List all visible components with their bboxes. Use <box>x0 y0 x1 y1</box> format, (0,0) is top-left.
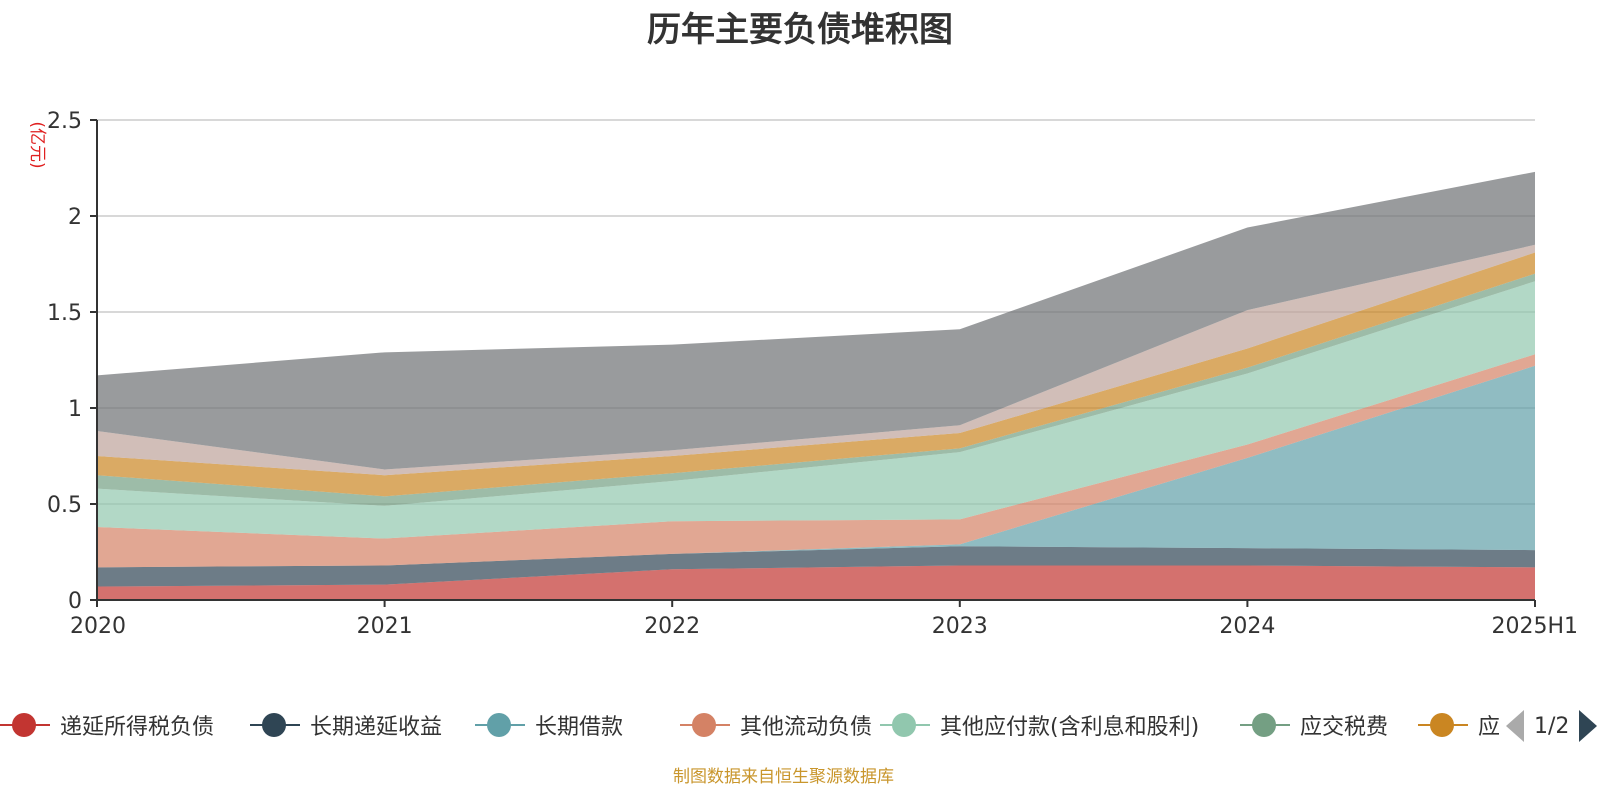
legend-marker-icon <box>1418 712 1468 738</box>
area-series-2 <box>97 365 1535 568</box>
legend-pager: 1/2 <box>1500 706 1600 746</box>
legend-marker-icon <box>475 712 525 738</box>
legend-page-indicator: 1/2 <box>1534 713 1570 739</box>
stacked-area-chart: 0 0.5 1 1.5 2 2.5 2020 2021 2022 2023 2024 2025H1 <box>47 109 1578 639</box>
legend-label: 其他流动负债 <box>740 715 873 740</box>
data-source-note: 制图数据来自恒生聚源数据库 <box>673 767 894 787</box>
area-series-6 <box>97 252 1535 497</box>
legend-marker-icon <box>1240 712 1290 738</box>
y-tick-label-0: 0 <box>68 589 82 614</box>
legend-item-1[interactable]: 长期递延收益 <box>250 700 442 750</box>
x-tick-label-0: 2020 <box>70 614 126 639</box>
legend-marker-icon <box>680 712 730 738</box>
legend: 递延所得税负债 长期递延收益 长期借款 其他流动负债 其他应付款(含利息和股利) 应交税费… <box>0 700 1500 750</box>
area-series-4 <box>97 281 1535 539</box>
x-tick-label-3: 2023 <box>932 614 988 639</box>
legend-label: 递延所得税负债 <box>60 715 215 740</box>
x-tick-label-2: 2022 <box>644 614 700 639</box>
legend-label: 应付账款 <box>1478 715 1500 740</box>
y-tick-label-1: 0.5 <box>47 493 82 518</box>
x-tick-label-4: 2024 <box>1219 614 1275 639</box>
legend-marker-icon <box>880 712 930 738</box>
legend-item-2[interactable]: 长期借款 <box>475 700 623 750</box>
area-series-3 <box>97 354 1535 568</box>
legend-prev-page-icon[interactable] <box>1506 710 1524 742</box>
x-tick-label-5: 2025H1 <box>1491 614 1578 639</box>
chart-title: 历年主要负债堆积图 <box>647 10 953 50</box>
legend-item-3[interactable]: 其他流动负债 <box>680 700 872 750</box>
y-tick-label-4: 2 <box>68 205 82 230</box>
legend-item-4[interactable]: 其他应付款(含利息和股利) <box>880 700 1199 750</box>
y-tick-label-2: 1 <box>68 397 82 422</box>
y-tick-label-3: 1.5 <box>47 301 82 326</box>
legend-marker-icon <box>250 712 300 738</box>
x-tick-label-1: 2021 <box>357 614 413 639</box>
legend-label: 其他应付款(含利息和股利) <box>940 715 1200 740</box>
area-series-7 <box>97 244 1535 476</box>
legend-label: 长期借款 <box>535 715 624 740</box>
legend-marker-icon <box>0 712 50 738</box>
legend-next-page-icon[interactable] <box>1579 710 1598 742</box>
area-series-1 <box>97 546 1535 587</box>
legend-label: 长期递延收益 <box>310 715 443 740</box>
area-series-0 <box>97 565 1535 600</box>
y-tick-label-5: 2.5 <box>47 109 82 134</box>
legend-item-0[interactable]: 递延所得税负债 <box>0 700 214 750</box>
legend-label: 应交税费 <box>1300 715 1389 740</box>
legend-item-5[interactable]: 应交税费 <box>1240 700 1388 750</box>
legend-item-6[interactable]: 应付账款 <box>1418 700 1500 750</box>
area-series-8 <box>97 171 1535 470</box>
